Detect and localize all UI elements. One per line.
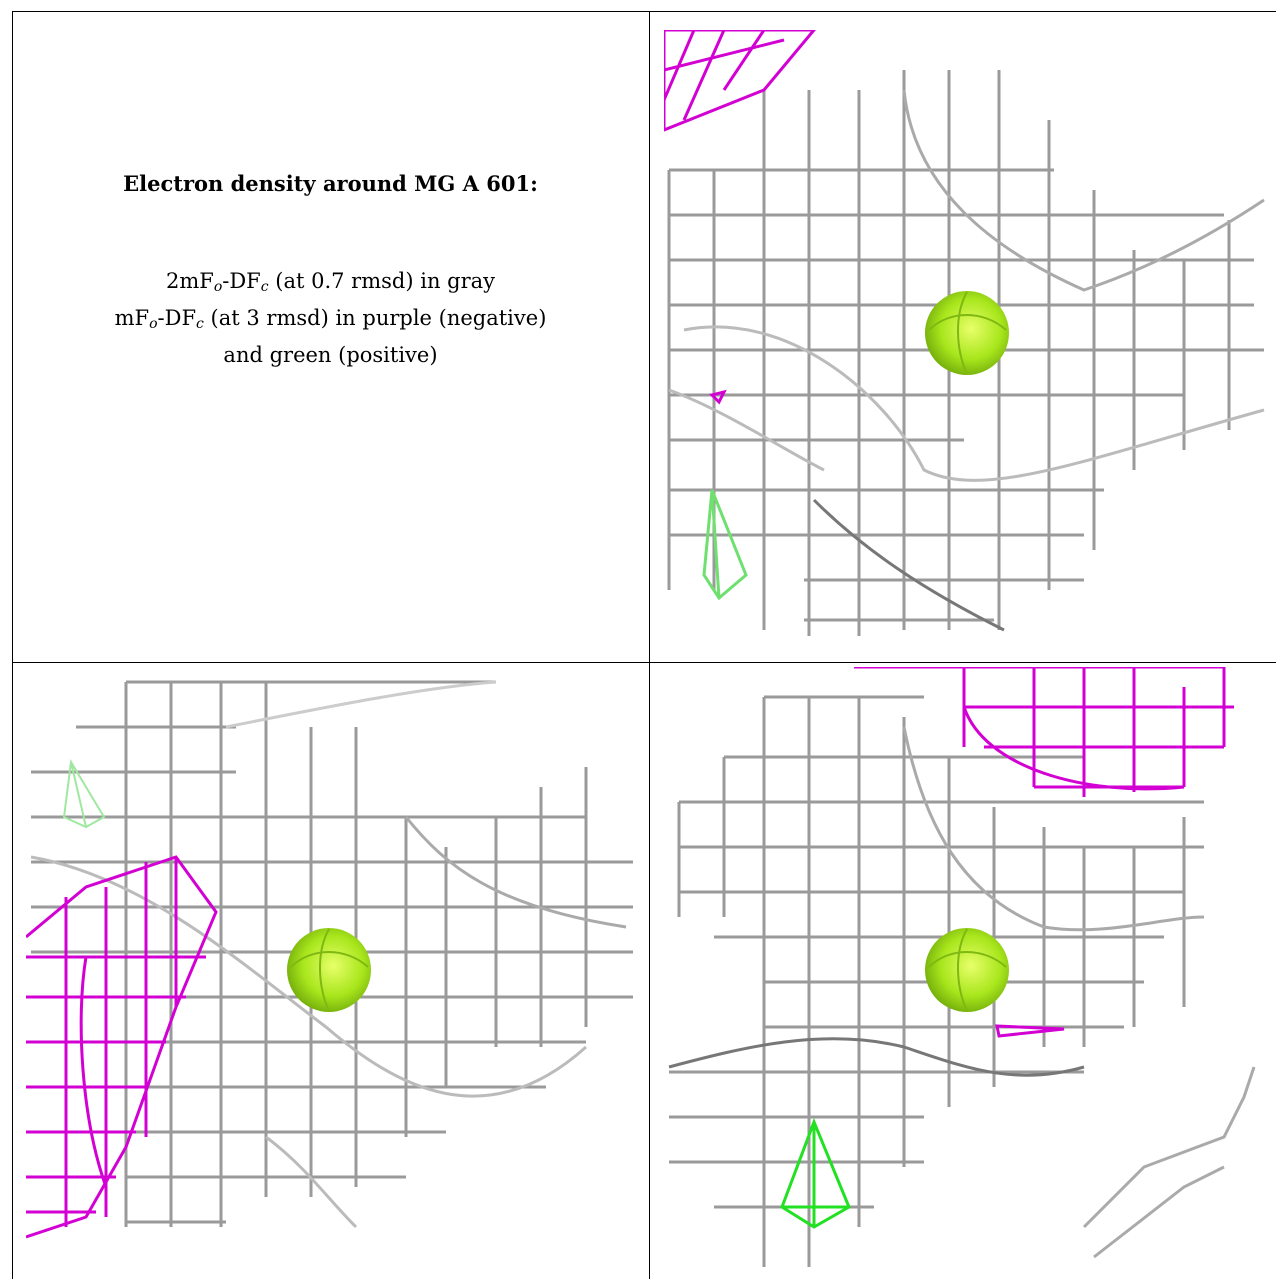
metal-ion-sphere — [287, 928, 371, 1012]
legend-line-2fofc: 2mFo-DFc (at 0.7 rmsd) in gray — [165, 268, 496, 295]
metal-ion-sphere — [925, 928, 1009, 1012]
density-view-3 — [668, 667, 1256, 1267]
negative-mesh — [664, 30, 816, 405]
legend-line-positive: and green (positive) — [223, 342, 438, 367]
frame-middle-horizontal — [12, 662, 1276, 663]
negative-mesh — [26, 855, 218, 1239]
gray-mesh — [668, 695, 1256, 1267]
density-panel-2 — [26, 667, 633, 1274]
density-view-2 — [26, 680, 633, 1239]
positive-mesh — [780, 1117, 851, 1229]
positive-mesh — [702, 489, 748, 601]
caption-title: Electron density around MG A 601: — [123, 170, 538, 196]
density-panel-1 — [664, 30, 1276, 636]
frame-left — [12, 11, 13, 1279]
caption-cell: Electron density around MG A 601: 2mFo-D… — [12, 11, 649, 662]
density-view-1 — [664, 30, 1265, 636]
legend-line-fofc: mFo-DFc (at 3 rmsd) in purple (negative) — [114, 305, 547, 332]
caption-legend: 2mFo-DFc (at 0.7 rmsd) in gray mFo-DFc (… — [115, 266, 547, 371]
positive-mesh — [62, 759, 106, 829]
frame-middle-vertical — [649, 11, 650, 1279]
frame-top — [12, 11, 1276, 12]
metal-ion-sphere — [925, 291, 1009, 375]
density-panel-3 — [664, 667, 1271, 1274]
gray-mesh — [30, 680, 633, 1229]
negative-mesh — [854, 667, 1234, 1038]
